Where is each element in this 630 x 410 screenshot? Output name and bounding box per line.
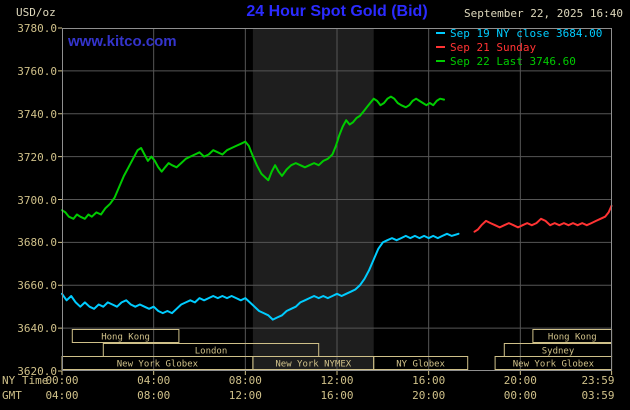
legend-item-sep19-close: Sep 19 NY close 3684.00 (436, 26, 602, 40)
x-axis-tick-label-gmt: 12:00 (228, 389, 262, 402)
legend-label: Sep 21 Sunday (450, 40, 537, 54)
session-box (373, 356, 469, 370)
kitco-watermark-link[interactable]: www.kitco.com (68, 33, 177, 50)
x-axis-tick-label-ny: 20:00 (503, 374, 537, 387)
x-axis-tick-label-ny: 08:00 (228, 374, 262, 387)
session-label: NY Globex (396, 360, 445, 370)
x-axis-tick-label-gmt: 04:00 (45, 389, 79, 402)
y-axis-tick-label: 3720.0 (17, 150, 57, 164)
legend-line-swatch-icon (436, 60, 445, 62)
y-axis-tick-label: 3620.0 (17, 365, 57, 378)
y-axis-tick-label: 3660.0 (17, 279, 57, 293)
legend-item-sep22-last: Sep 22 Last 3746.60 (436, 54, 602, 68)
y-axis-tick-label: 3760.0 (17, 64, 57, 78)
x-axis-tick-label-gmt: 08:00 (137, 389, 171, 402)
y-axis-tick-label: 3700.0 (17, 193, 57, 207)
plot-area: Hong Kong Hong Kong London Sydney New York G… (58, 27, 613, 375)
x-axis-tick-label-ny: 16:00 (412, 374, 446, 387)
session-label: Sydney (542, 347, 575, 357)
legend-label: Sep 19 NY close 3684.00 (450, 26, 603, 40)
y-axis-tick-label: 3680.0 (17, 236, 57, 250)
series-line-sep21 (473, 204, 613, 233)
series-line-sep19 (61, 232, 460, 321)
gmt-axis-caption: GMT (2, 389, 22, 402)
chart-frame (62, 28, 612, 371)
series-line-sep22 (61, 95, 445, 220)
x-axis-tick-label-gmt: 20:00 (412, 389, 446, 402)
chart-title: 24 Hour Spot Gold (Bid) (246, 3, 428, 20)
x-axis-tick-label-ny: 00:00 (45, 374, 79, 387)
legend: Sep 19 NY close 3684.00 Sep 21 Sunday Se… (436, 26, 602, 68)
x-axis-tick-label-ny: 12:00 (320, 374, 354, 387)
session-label: London (195, 347, 228, 357)
x-axis-tick-label-gmt: 00:00 (503, 389, 537, 402)
session-label: New York Globex (513, 360, 595, 370)
session-label: Hong Kong (548, 333, 597, 343)
x-axis-tick-label-gmt: 03:59 (581, 389, 615, 402)
x-axis-tick-label-ny: 04:00 (137, 374, 171, 387)
legend-item-sep21-sunday: Sep 21 Sunday (436, 40, 602, 54)
x-axis-tick-label-ny: 23:59 (581, 374, 615, 387)
y-axis-tick-label: 3740.0 (17, 107, 57, 121)
y-axis-tick-label: 3780.0 (17, 22, 57, 35)
legend-label: Sep 22 Last 3746.60 (450, 54, 576, 68)
legend-line-swatch-icon (436, 46, 445, 48)
session-label: New York NYMEX (275, 360, 351, 370)
chart-datetime: September 22, 2025 16:40 (464, 7, 623, 20)
x-axis-tick-label-gmt: 16:00 (320, 389, 354, 402)
session-label: Hong Kong (101, 333, 150, 343)
legend-line-swatch-icon (436, 32, 445, 34)
y-axis-tick-label: 3640.0 (17, 322, 57, 336)
ny-time-axis-caption: NY Time (2, 374, 49, 387)
y-axis-unit-label: USD/oz (16, 6, 56, 19)
session-box (71, 329, 180, 343)
gold-price-chart-svg: Hong Kong Hong Kong London Sydney New York G… (58, 27, 613, 375)
session-label: New York Globex (117, 360, 199, 370)
